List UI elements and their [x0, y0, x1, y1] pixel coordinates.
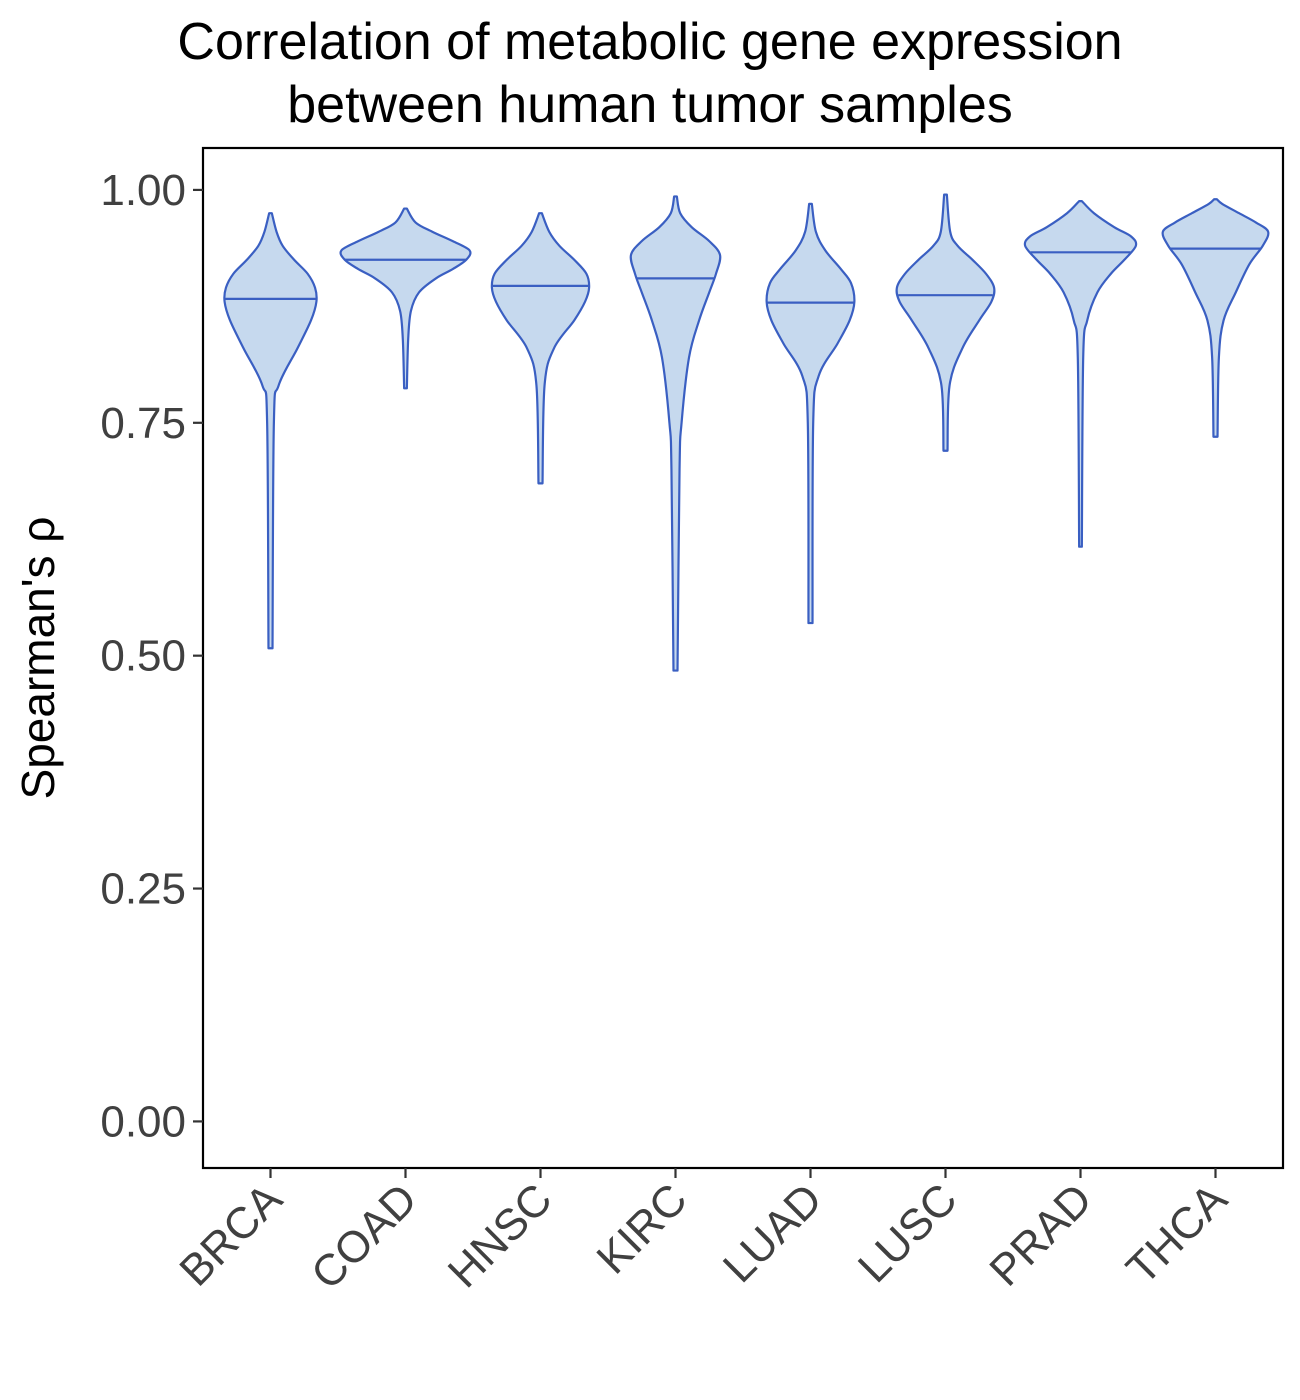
x-tick-label: THCA	[1117, 1174, 1237, 1294]
chart-title-line-1: Correlation of metabolic gene expression	[177, 13, 1122, 71]
y-tick-label: 0.50	[100, 632, 186, 681]
x-tick-label: PRAD	[980, 1174, 1101, 1295]
violin-coad	[339, 207, 472, 390]
x-tick-label: HNSC	[439, 1174, 562, 1297]
y-tick-label: 1.00	[100, 166, 186, 215]
violin-hnsc	[490, 212, 591, 485]
x-axis: BRCA COAD HNSC KIRC LUAD LUSC PRAD THCA	[170, 1168, 1237, 1299]
y-tick-label: 0.75	[100, 399, 186, 448]
chart-title: Correlation of metabolic gene expression…	[177, 13, 1122, 134]
violin-prad	[1023, 200, 1138, 548]
x-tick-label: LUSC	[849, 1174, 967, 1292]
y-axis: 0.00 0.25 0.50 0.75 1.00	[100, 166, 203, 1146]
y-axis-label: Spearman's ρ	[12, 517, 64, 800]
violin-thca	[1161, 198, 1270, 438]
violin-kirc	[629, 195, 722, 672]
violin-series	[223, 193, 1270, 672]
x-tick-label: COAD	[302, 1174, 427, 1299]
violin-lusc	[895, 193, 996, 452]
x-tick-label: LUAD	[714, 1174, 832, 1292]
x-tick-label: KIRC	[588, 1174, 697, 1283]
x-tick-label: BRCA	[170, 1174, 292, 1296]
chart-title-line-2: between human tumor samples	[287, 76, 1013, 134]
plot-frame	[201, 146, 1285, 1170]
violin-luad	[765, 202, 856, 625]
violin-brca	[223, 212, 318, 650]
y-tick-label: 0.25	[100, 865, 186, 914]
y-tick-label: 0.00	[100, 1097, 186, 1146]
